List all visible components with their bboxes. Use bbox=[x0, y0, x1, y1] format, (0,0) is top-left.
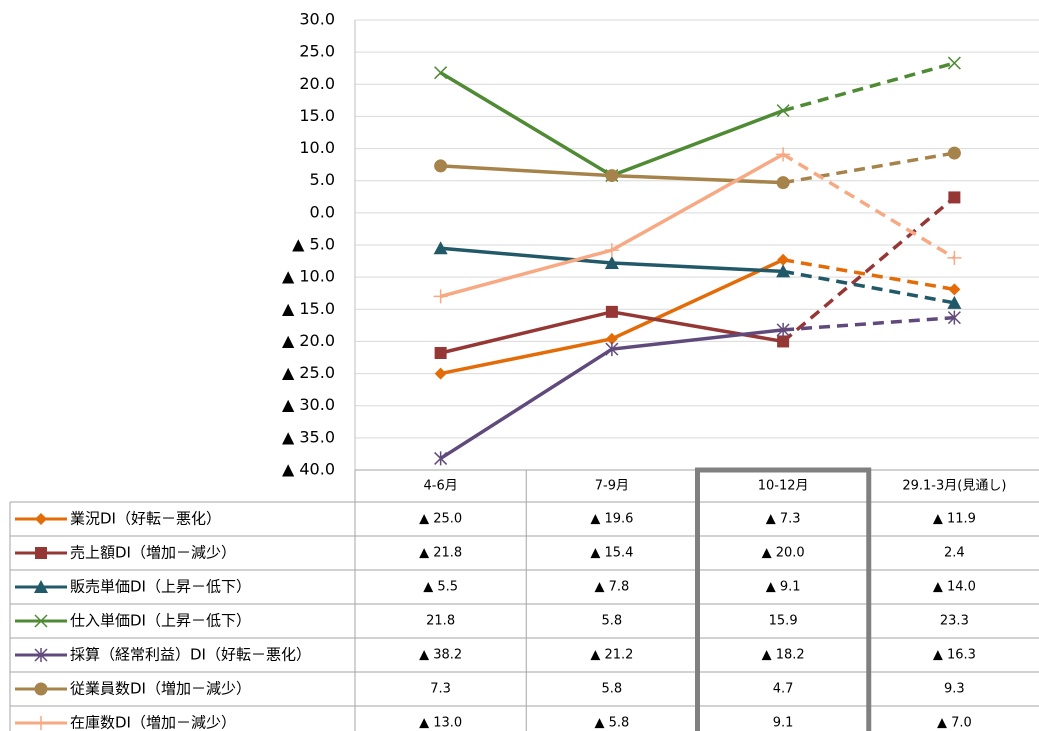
table-value: 23.3 bbox=[940, 614, 969, 629]
y-tick-label: ▲ 35.0 bbox=[282, 427, 335, 446]
marker bbox=[434, 347, 447, 359]
table-value: ▲ 5.5 bbox=[423, 580, 458, 595]
y-tick-label: 25.0 bbox=[299, 42, 335, 61]
marker bbox=[433, 289, 448, 304]
y-tick-label: ▲ 30.0 bbox=[282, 395, 335, 414]
table-value: 21.8 bbox=[426, 614, 455, 629]
series-line bbox=[782, 258, 955, 292]
marker bbox=[434, 367, 447, 380]
table-value: 2.4 bbox=[944, 546, 965, 561]
legend-label: 採算（経常利益）DI（好転－悪化） bbox=[70, 646, 311, 664]
table-value: 7.3 bbox=[430, 682, 451, 697]
table-value: ▲ 7.8 bbox=[594, 580, 629, 595]
table-value: 4.7 bbox=[773, 682, 794, 697]
table-value: ▲ 25.0 bbox=[419, 512, 462, 527]
table-value: ▲ 7.3 bbox=[766, 512, 801, 527]
x-tick-label: 29.1-3月(見通し) bbox=[902, 479, 1006, 494]
marker bbox=[947, 250, 962, 265]
y-tick-label: 0.0 bbox=[310, 202, 335, 221]
marker bbox=[434, 159, 448, 173]
legend-marker bbox=[34, 614, 48, 628]
table-value: 9.1 bbox=[773, 716, 794, 731]
marker bbox=[434, 451, 448, 466]
legend-marker bbox=[35, 547, 47, 559]
marker bbox=[605, 332, 618, 345]
marker bbox=[948, 191, 961, 204]
marker bbox=[776, 322, 790, 337]
table-value: ▲ 7.0 bbox=[937, 716, 972, 731]
table-value: 5.8 bbox=[602, 682, 623, 697]
y-tick-label: 20.0 bbox=[299, 74, 335, 93]
marker bbox=[604, 243, 619, 258]
series-line bbox=[439, 71, 784, 178]
y-tick-label: 5.0 bbox=[310, 170, 335, 189]
series-line bbox=[783, 315, 955, 332]
table-value: ▲ 38.2 bbox=[419, 648, 462, 663]
marker bbox=[605, 342, 619, 357]
table-value: ▲ 11.9 bbox=[933, 512, 976, 527]
y-tick-label: ▲ 20.0 bbox=[282, 331, 335, 350]
table-value: ▲ 13.0 bbox=[419, 716, 462, 731]
series-line bbox=[782, 151, 955, 185]
marker bbox=[947, 146, 961, 160]
marker bbox=[776, 147, 791, 162]
marker bbox=[947, 56, 961, 70]
series-line bbox=[781, 196, 956, 343]
marker bbox=[947, 310, 961, 325]
table-value: 5.8 bbox=[602, 614, 623, 629]
y-tick-label: ▲ 40.0 bbox=[282, 460, 335, 479]
y-tick-label: 30.0 bbox=[299, 10, 335, 29]
marker bbox=[776, 264, 791, 278]
y-tick-label: 10.0 bbox=[299, 138, 335, 157]
legend-label: 販売単価DI（上昇－低下） bbox=[70, 578, 251, 596]
table-value: ▲ 19.6 bbox=[590, 512, 633, 527]
highlight-box bbox=[695, 467, 872, 731]
legend-label: 仕入単価DI（上昇－低下） bbox=[70, 612, 251, 630]
legend-label: 業況DI（好転－悪化） bbox=[70, 510, 221, 528]
table-value: ▲ 16.3 bbox=[933, 648, 976, 663]
marker bbox=[777, 335, 790, 348]
table-value: ▲ 18.2 bbox=[762, 648, 805, 663]
marker bbox=[776, 176, 790, 190]
series-line bbox=[782, 269, 955, 305]
table-value: ▲ 9.1 bbox=[766, 580, 801, 595]
y-tick-label: ▲ 15.0 bbox=[282, 299, 335, 318]
table-value: ▲ 21.2 bbox=[590, 648, 633, 663]
marker bbox=[434, 66, 448, 80]
table-value: ▲ 14.0 bbox=[933, 580, 976, 595]
marker bbox=[605, 169, 619, 183]
x-tick-label: 4-6月 bbox=[424, 479, 458, 494]
marker bbox=[605, 305, 618, 318]
legend-marker bbox=[34, 682, 48, 696]
table-value: ▲ 5.8 bbox=[594, 716, 629, 731]
y-tick-label: ▲ 25.0 bbox=[282, 363, 335, 382]
table-value: ▲ 21.8 bbox=[419, 546, 462, 561]
table-value: 9.3 bbox=[944, 682, 965, 697]
legend-label: 従業員数DI（増加－減少） bbox=[70, 680, 251, 698]
legend-marker bbox=[34, 580, 48, 593]
y-tick-label: ▲ 10.0 bbox=[282, 267, 335, 286]
marker bbox=[433, 241, 448, 255]
marker bbox=[604, 256, 619, 269]
legend-label: 売上額DI（増加－減少） bbox=[70, 544, 236, 562]
marker bbox=[948, 283, 961, 296]
series-line bbox=[782, 152, 956, 260]
legend-label: 在庫数DI（増加－減少） bbox=[70, 714, 236, 731]
marker bbox=[776, 104, 790, 118]
legend-marker bbox=[35, 513, 47, 525]
marker bbox=[777, 253, 790, 266]
x-tick-label: 7-9月 bbox=[595, 479, 629, 494]
y-tick-label: ▲ 5.0 bbox=[292, 235, 335, 254]
table-value: ▲ 20.0 bbox=[762, 546, 805, 561]
legend-marker bbox=[34, 716, 48, 730]
series-line bbox=[782, 61, 955, 113]
x-tick-label: 10-12月 bbox=[758, 479, 809, 494]
table-value: 15.9 bbox=[769, 614, 798, 629]
legend-marker bbox=[34, 648, 48, 662]
table-value: ▲ 15.4 bbox=[590, 546, 633, 561]
y-tick-label: 15.0 bbox=[299, 106, 335, 125]
marker bbox=[947, 295, 962, 309]
